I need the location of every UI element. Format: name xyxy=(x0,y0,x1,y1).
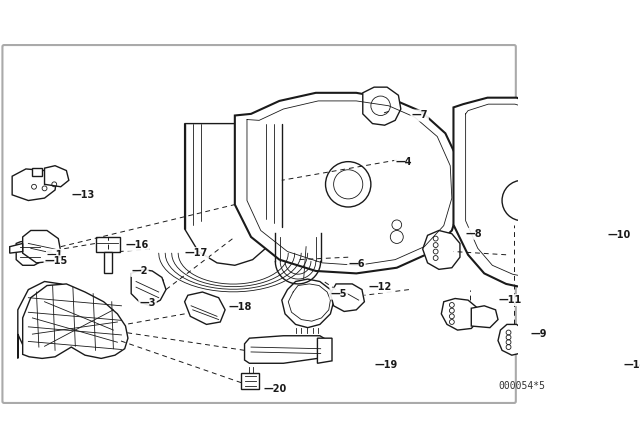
Polygon shape xyxy=(244,336,330,363)
Text: —17: —17 xyxy=(184,248,208,258)
Text: —1: —1 xyxy=(47,250,63,260)
Text: —7: —7 xyxy=(412,111,428,121)
Polygon shape xyxy=(363,87,401,125)
Polygon shape xyxy=(471,306,498,327)
Polygon shape xyxy=(16,240,47,265)
Text: —16: —16 xyxy=(125,240,148,250)
Polygon shape xyxy=(442,298,479,330)
Text: —8: —8 xyxy=(466,229,483,239)
Polygon shape xyxy=(235,93,461,273)
Text: —19: —19 xyxy=(374,360,397,370)
Text: 000054*5: 000054*5 xyxy=(498,381,545,391)
Polygon shape xyxy=(317,338,332,363)
Polygon shape xyxy=(184,124,282,265)
Polygon shape xyxy=(18,281,123,358)
Polygon shape xyxy=(241,373,259,389)
Text: —2: —2 xyxy=(131,266,148,276)
Polygon shape xyxy=(104,251,112,273)
Text: —10: —10 xyxy=(607,230,630,240)
Polygon shape xyxy=(95,237,120,251)
Text: —20: —20 xyxy=(263,384,287,394)
Text: —15: —15 xyxy=(45,256,68,266)
Polygon shape xyxy=(577,350,620,381)
Polygon shape xyxy=(33,168,42,176)
Polygon shape xyxy=(330,284,364,311)
Polygon shape xyxy=(45,166,69,187)
Polygon shape xyxy=(614,353,622,381)
Polygon shape xyxy=(282,279,333,327)
Polygon shape xyxy=(454,98,599,289)
FancyBboxPatch shape xyxy=(3,45,516,403)
Polygon shape xyxy=(498,324,528,355)
Text: —3: —3 xyxy=(140,298,156,308)
Polygon shape xyxy=(22,284,128,358)
Text: —14: —14 xyxy=(623,360,640,370)
Polygon shape xyxy=(422,230,460,269)
Text: —13: —13 xyxy=(71,190,95,200)
Polygon shape xyxy=(10,243,22,253)
Text: —4: —4 xyxy=(395,157,412,168)
Text: —18: —18 xyxy=(228,302,252,312)
Text: —5: —5 xyxy=(330,289,347,299)
Polygon shape xyxy=(521,326,544,349)
Text: —12: —12 xyxy=(369,282,392,292)
Polygon shape xyxy=(184,292,225,324)
Text: —9: —9 xyxy=(531,329,547,339)
Text: —11: —11 xyxy=(498,295,521,305)
Polygon shape xyxy=(131,269,166,306)
Polygon shape xyxy=(12,169,57,201)
Polygon shape xyxy=(22,230,61,263)
Text: —6: —6 xyxy=(348,259,365,270)
